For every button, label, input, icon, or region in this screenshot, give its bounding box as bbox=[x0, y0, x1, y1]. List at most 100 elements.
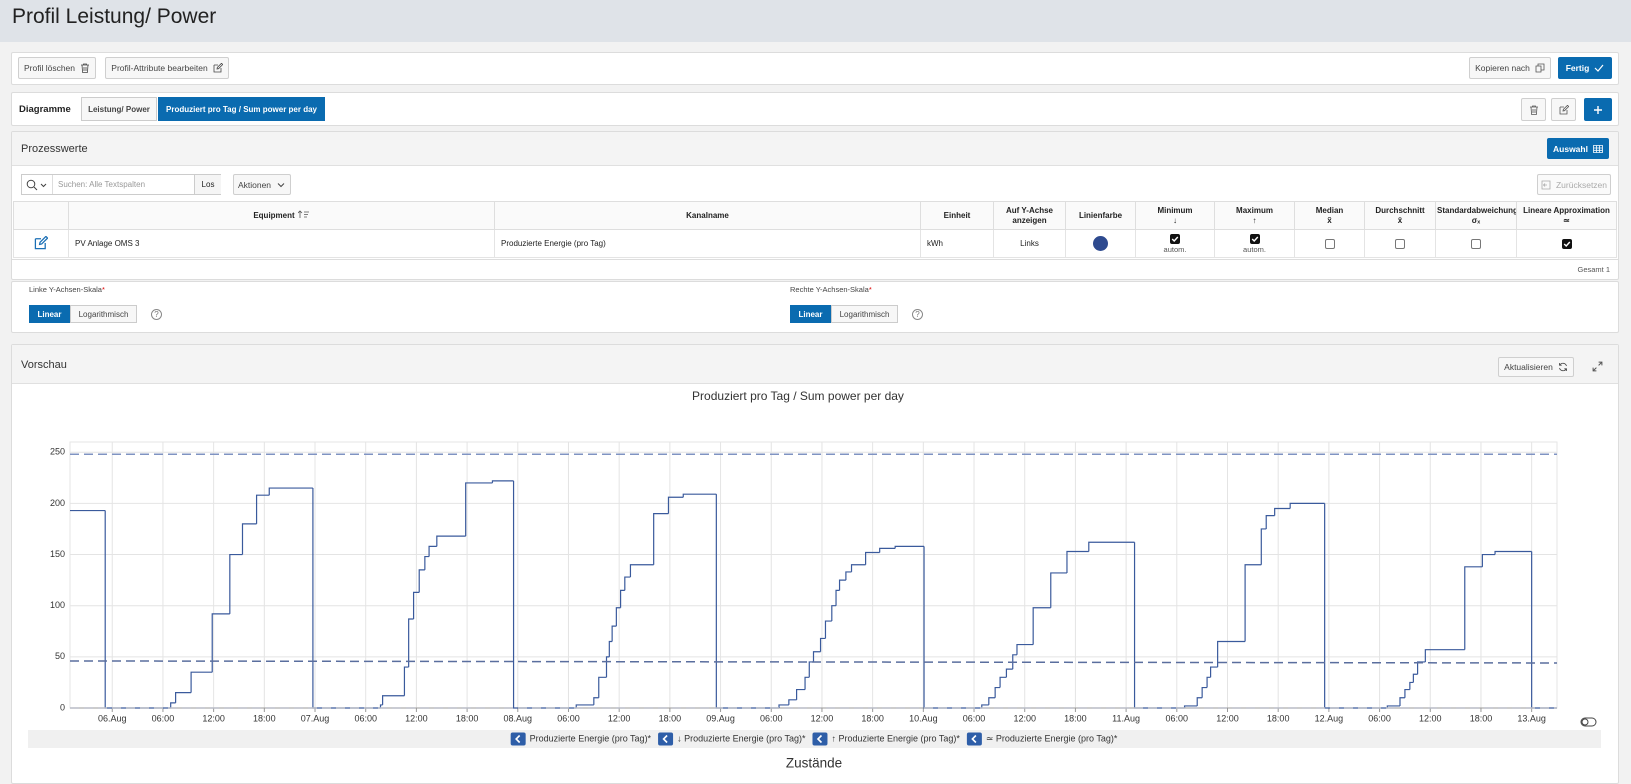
button-label: Profil löschen bbox=[23, 63, 76, 73]
scale-option[interactable]: Logarithmisch bbox=[831, 305, 898, 323]
page-title: Profil Leistung/ Power bbox=[12, 5, 217, 28]
column-symbol: x̃ bbox=[1327, 215, 1332, 225]
equipment-cell: PV Anlage OMS 3 bbox=[68, 229, 495, 258]
column-symbol: ↓ bbox=[1173, 215, 1177, 225]
header-cell: Kanalname bbox=[494, 201, 921, 230]
select-button[interactable]: Auswahl bbox=[1547, 138, 1609, 159]
check-mark bbox=[1251, 236, 1258, 242]
check-cell: autom. bbox=[1214, 229, 1295, 258]
check-mark bbox=[1563, 241, 1570, 247]
required-mark: * bbox=[101, 285, 105, 294]
header-cell: Median x̃ bbox=[1294, 201, 1365, 230]
button-label: Kopieren nach bbox=[1475, 63, 1530, 73]
panel-title: Prozesswerte bbox=[21, 143, 88, 155]
scale-label: Linke Y-Achsen-Skala* bbox=[29, 285, 105, 294]
checkbox[interactable] bbox=[1170, 233, 1180, 244]
header-cell: Durchschnitt x̄ bbox=[1364, 201, 1436, 230]
help-icon[interactable]: ? bbox=[151, 309, 162, 320]
reset-icon bbox=[1541, 180, 1551, 189]
copy-icon bbox=[1535, 63, 1545, 73]
process-values-table: Equipment Kanalname Einheit Auf Y-Achse anz… bbox=[13, 201, 1617, 258]
auto-note: autom. bbox=[1163, 244, 1187, 254]
line-color-swatch bbox=[1093, 236, 1108, 251]
edit-attributes-button[interactable]: Profil-Attribute bearbeiten bbox=[105, 57, 229, 79]
scale-option[interactable]: Linear bbox=[790, 305, 831, 323]
toolbar: Profil löschen Profil-Attribute bearbeit… bbox=[11, 52, 1619, 85]
edit-icon bbox=[1559, 104, 1569, 114]
edit-cell bbox=[13, 229, 69, 258]
diagram-tab[interactable]: Leistung/ Power bbox=[81, 97, 157, 121]
button-label: Zurücksetzen bbox=[1555, 179, 1608, 190]
scale-label: Rechte Y-Achsen-Skala* bbox=[790, 285, 872, 294]
check-mark bbox=[1171, 236, 1179, 242]
scale-option[interactable]: Linear bbox=[29, 305, 70, 323]
help-icon[interactable]: ? bbox=[912, 309, 923, 320]
button-label: Fertig bbox=[1565, 63, 1590, 73]
delete-button[interactable]: Profil löschen bbox=[18, 57, 96, 79]
color-cell bbox=[1065, 229, 1136, 258]
scale-option[interactable]: Logarithmisch bbox=[70, 305, 137, 323]
check-cell bbox=[1435, 229, 1517, 258]
header-cell: Equipment bbox=[68, 201, 495, 230]
divider bbox=[52, 175, 53, 194]
refresh-button[interactable]: Aktualisieren bbox=[1498, 357, 1574, 377]
scale-label-text: Rechte Y-Achsen-Skala bbox=[790, 285, 869, 294]
table-footer bbox=[12, 259, 1618, 260]
column-label: Durchschnitt bbox=[1375, 205, 1425, 215]
check-cell bbox=[1294, 229, 1365, 258]
table-row: PV Anlage OMS 3 Produzierte Energie (pro … bbox=[13, 229, 1617, 258]
column-label: Minimum bbox=[1157, 205, 1193, 215]
checkbox[interactable] bbox=[1249, 233, 1260, 244]
diagrams-label: Diagramme bbox=[19, 104, 71, 115]
column-label: Kanalname bbox=[686, 210, 729, 220]
column-label: Auf Y-Achse anzeigen bbox=[1006, 205, 1053, 225]
checkbox[interactable] bbox=[1561, 238, 1572, 249]
add-diagram-button[interactable] bbox=[1584, 98, 1612, 121]
copy-button[interactable]: Kopieren nach bbox=[1469, 57, 1551, 79]
delete-diagram-button[interactable] bbox=[1521, 98, 1546, 121]
channel-cell: Produzierte Energie (pro Tag) bbox=[494, 229, 921, 258]
checkbox[interactable] bbox=[1395, 238, 1405, 249]
scales-panel: Linke Y-Achsen-Skala* Linear Logarithmisch… bbox=[11, 281, 1619, 333]
refresh-icon bbox=[1558, 362, 1567, 372]
column-label: Standardabweichung bbox=[1437, 205, 1517, 215]
unit-cell: kWh bbox=[920, 229, 994, 258]
column-label: Equipment bbox=[253, 211, 295, 220]
button-label: Profil-Attribute bearbeiten bbox=[111, 63, 208, 73]
panel-header bbox=[12, 132, 1618, 166]
total-count: Gesamt 1 bbox=[1577, 265, 1610, 274]
diagrams-bar: Diagramme Leistung/ Power Produziert pro … bbox=[11, 92, 1619, 126]
diagram-tab[interactable]: Produziert pro Tag / Sum power per day bbox=[158, 97, 325, 121]
edit-icon bbox=[213, 63, 223, 73]
column-label: Median bbox=[1315, 205, 1344, 215]
trash-icon bbox=[81, 63, 90, 73]
reset-button[interactable]: Zurücksetzen bbox=[1537, 174, 1611, 195]
edit-diagram-button[interactable] bbox=[1551, 98, 1576, 121]
expand-icon[interactable] bbox=[1592, 361, 1603, 372]
plus-icon bbox=[1594, 105, 1602, 114]
column-symbol: ↑ bbox=[1252, 215, 1257, 225]
column-label: Einheit bbox=[943, 210, 971, 220]
required-mark: * bbox=[868, 285, 872, 294]
go-button[interactable]: Los bbox=[194, 175, 221, 194]
check-cell bbox=[1364, 229, 1436, 258]
panel-header bbox=[12, 345, 1618, 384]
actions-menu[interactable]: Aktionen bbox=[233, 174, 291, 195]
search-box[interactable]: Suchen: Alle Textspalten Los bbox=[21, 174, 221, 195]
trash-icon bbox=[1529, 105, 1538, 115]
sort-icon[interactable] bbox=[297, 210, 310, 218]
process-values-panel: Prozesswerte Auswahl Suchen: Alle Textsp… bbox=[11, 131, 1619, 280]
done-button[interactable]: Fertig bbox=[1558, 57, 1612, 79]
header-cell: Linienfarbe bbox=[1065, 201, 1136, 230]
column-symbol: x̄ bbox=[1397, 215, 1403, 225]
checkbox[interactable] bbox=[1471, 238, 1481, 249]
grid-icon bbox=[1593, 144, 1603, 153]
page-header: Profil Leistung/ Power bbox=[0, 0, 1631, 42]
edit-row-icon[interactable] bbox=[34, 235, 49, 250]
axis-cell: Links bbox=[993, 229, 1066, 258]
checkbox[interactable] bbox=[1324, 238, 1335, 249]
column-label: Lineare Approximation bbox=[1523, 205, 1610, 215]
header-cell: Standardabweichung σₓ bbox=[1435, 201, 1517, 230]
column-symbol: ≃ bbox=[1563, 215, 1570, 225]
